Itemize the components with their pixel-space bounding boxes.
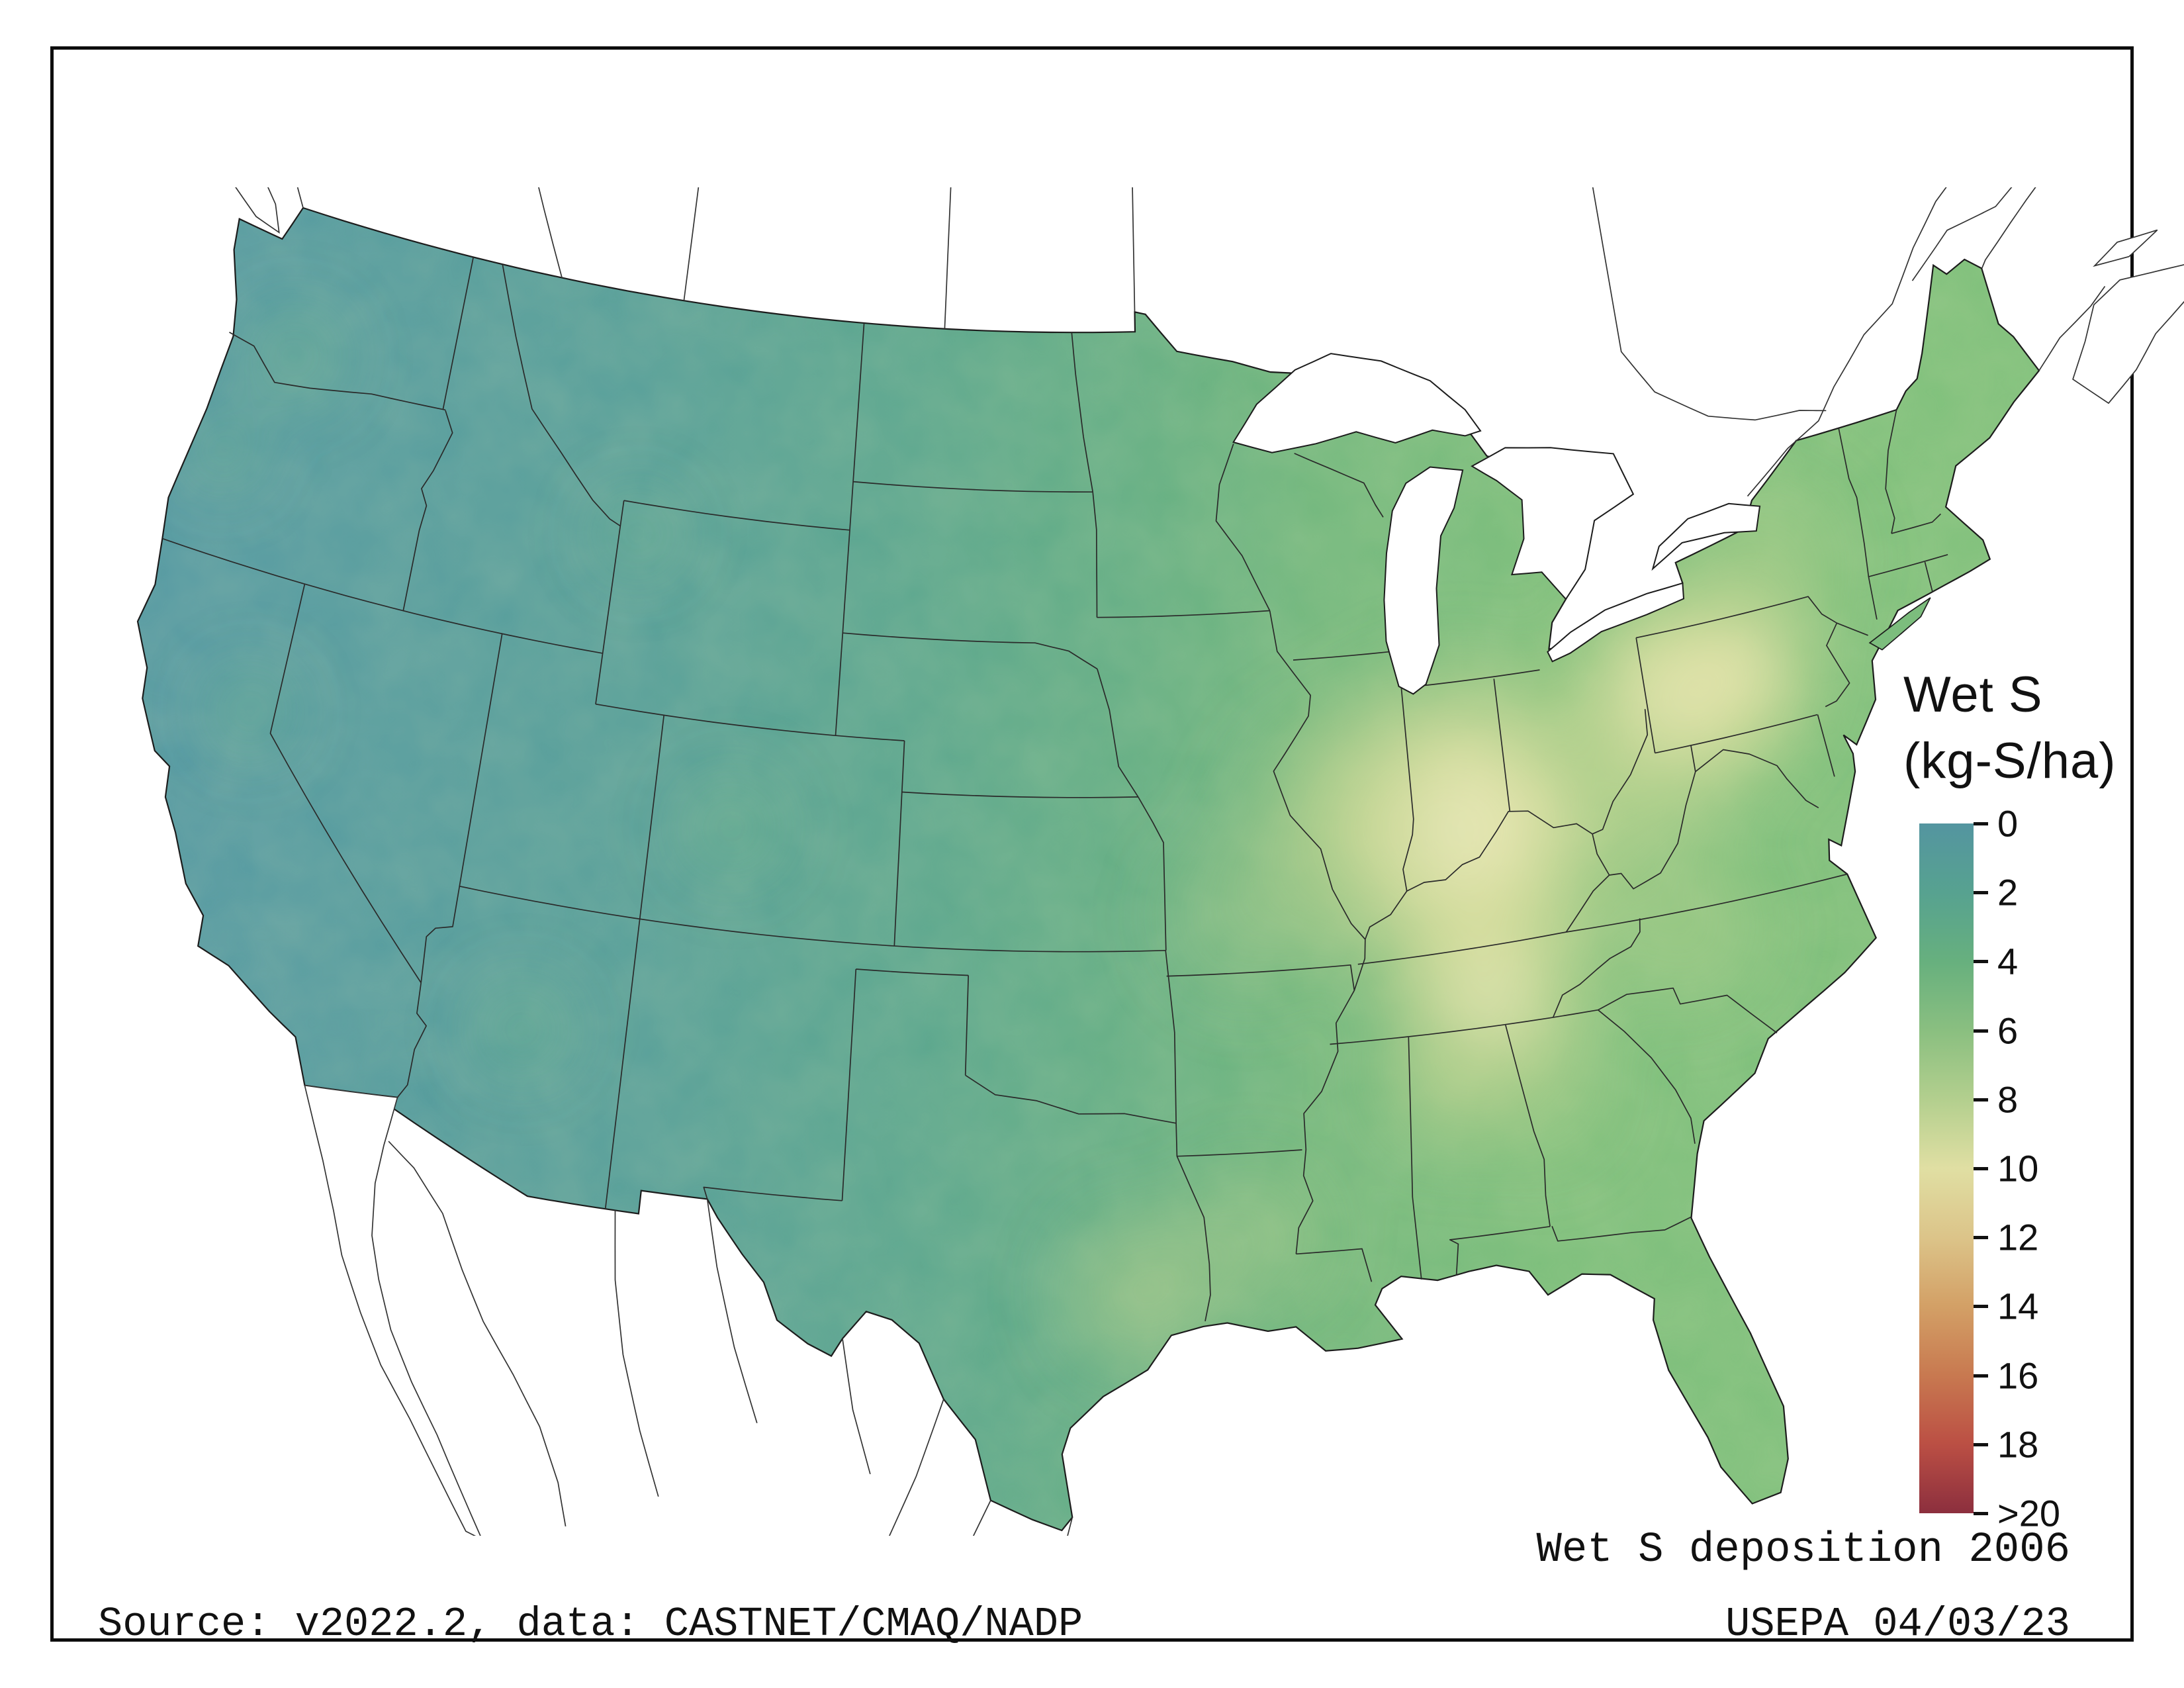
legend-title-line1: Wet S — [1903, 667, 2043, 723]
long-island — [1868, 597, 1931, 651]
canada-borders — [235, 187, 2184, 497]
legend-title-line2: (kg-S/ha) — [1903, 733, 2116, 790]
colorbar-tick-label: 10 — [1997, 1147, 2039, 1190]
colorbar-tick-label: 14 — [1997, 1285, 2039, 1327]
us-outline — [136, 207, 2040, 1532]
colorbar-tick-label: 8 — [1997, 1078, 2019, 1121]
colorbar-tick-label: >20 — [1997, 1492, 2060, 1534]
great-lakes — [1232, 353, 1761, 695]
mexico-borders — [304, 1084, 1073, 1536]
colorbar-tick-mark — [1974, 1098, 1988, 1102]
colorbar-tick-label: 2 — [1997, 871, 2019, 914]
us-wet-sulfur-deposition-map — [86, 187, 2184, 1536]
colorbar-tick-mark — [1974, 960, 1988, 964]
colorbar-tick-label: 4 — [1997, 940, 2019, 982]
colorbar-tick-mark — [1974, 1029, 1988, 1033]
colorbar-tick-mark — [1974, 1442, 1988, 1446]
colorbar-tick-label: 6 — [1997, 1009, 2019, 1052]
colorbar-tick-label: 16 — [1997, 1354, 2039, 1397]
agency-note: USEPA 04/03/23 — [1725, 1601, 2070, 1648]
colorbar-tick-mark — [1974, 1512, 1988, 1515]
map-caption: Wet S deposition 2006 — [1536, 1526, 2070, 1574]
map-svg — [136, 187, 2184, 1536]
colorbar-tick-mark — [1974, 1236, 1988, 1240]
colorbar-tick-mark — [1974, 1305, 1988, 1309]
plot-border — [50, 46, 2134, 1642]
legend: Wet S (kg-S/ha) 0 2 4 6 8 10 12 14 16 18 >20 — [1903, 662, 2184, 1602]
colorbar-tick-mark — [1974, 822, 1988, 825]
source-note: Source: v2022.2, data: CASTNET/CMAQ/NADP — [98, 1601, 1083, 1648]
legend-colorbar — [1919, 823, 1974, 1513]
colorbar-tick-mark — [1974, 1374, 1988, 1378]
deposition-hotspots — [163, 283, 1877, 1398]
state-borders — [162, 257, 1948, 1322]
colorbar-tick-label: 12 — [1997, 1216, 2039, 1258]
colorbar-tick-mark — [1974, 1167, 1988, 1170]
colorbar-tick-mark — [1974, 891, 1988, 895]
colorbar-tick-label: 0 — [1997, 802, 2019, 845]
colorbar-tick-label: 18 — [1997, 1423, 2039, 1466]
